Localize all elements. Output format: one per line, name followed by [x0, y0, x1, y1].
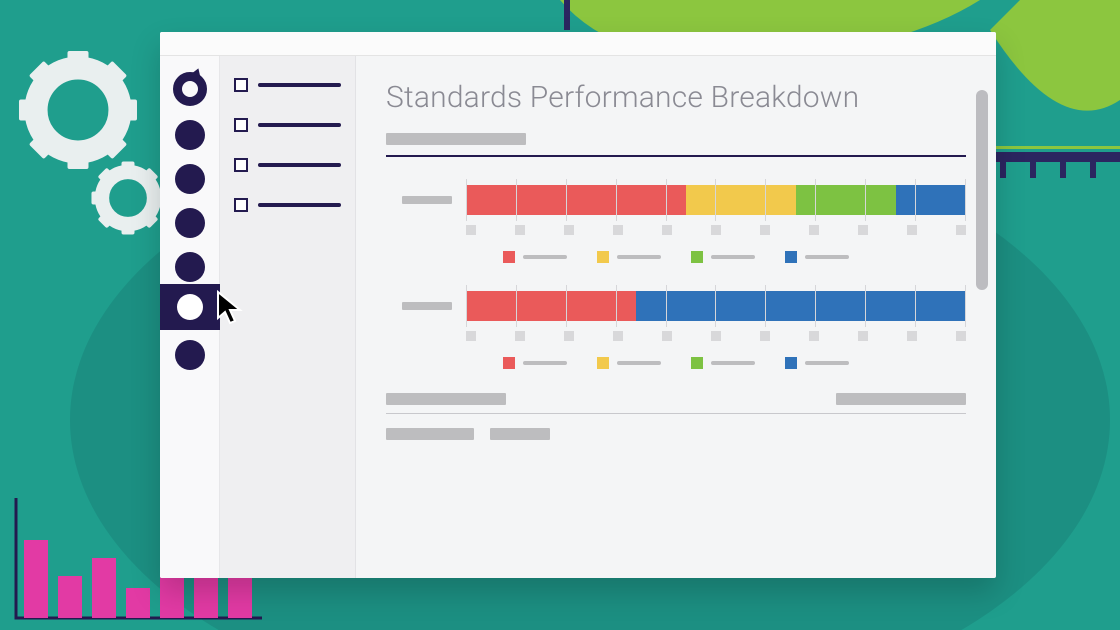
chart-1-ticks: [466, 225, 966, 235]
checkbox-icon[interactable]: [234, 118, 248, 132]
legend-label-placeholder: [805, 255, 849, 259]
footer-meta-right: [836, 393, 966, 405]
legend-item: [785, 251, 849, 263]
legend-swatch: [691, 357, 703, 369]
segment-red: [466, 291, 636, 321]
nav-item-6[interactable]: [175, 340, 205, 370]
chart-2-label-placeholder: [402, 302, 452, 310]
legend-item: [691, 251, 755, 263]
legend-label-placeholder: [805, 361, 849, 365]
app-window: Standards Performance Breakdown: [160, 32, 996, 578]
filter-item-label-placeholder: [258, 163, 341, 167]
chart-1-bar: [466, 185, 966, 215]
chart-2-legend: [386, 357, 966, 369]
chart-1-legend: [386, 251, 966, 263]
legend-label-placeholder: [711, 255, 755, 259]
legend-label-placeholder: [711, 361, 755, 365]
legend-item: [503, 357, 567, 369]
footer-ph-1: [386, 428, 474, 440]
filter-item-1[interactable]: [234, 118, 341, 132]
legend-swatch: [597, 357, 609, 369]
scrollbar-thumb[interactable]: [976, 90, 988, 290]
chart-2: [386, 291, 966, 369]
filter-item-2[interactable]: [234, 158, 341, 172]
legend-label-placeholder: [617, 361, 661, 365]
segment-red: [466, 185, 686, 215]
reports-icon[interactable]: [173, 72, 207, 106]
footer-rule: [386, 413, 966, 414]
nav-item-2[interactable]: [175, 164, 205, 194]
legend-swatch: [503, 251, 515, 263]
footer-meta-left: [386, 393, 506, 405]
legend-swatch: [785, 251, 797, 263]
legend-label-placeholder: [523, 255, 567, 259]
section-rule: [386, 155, 966, 157]
chart-1: [386, 185, 966, 263]
nav-item-4[interactable]: [175, 252, 205, 282]
legend-swatch: [503, 357, 515, 369]
segment-blue: [896, 185, 966, 215]
checkbox-icon[interactable]: [234, 158, 248, 172]
legend-label-placeholder: [617, 255, 661, 259]
legend-swatch: [785, 357, 797, 369]
filter-item-3[interactable]: [234, 198, 341, 212]
filter-item-label-placeholder: [258, 83, 341, 87]
window-titlebar: [160, 32, 996, 56]
legend-swatch: [691, 251, 703, 263]
chart-2-bar: [466, 291, 966, 321]
checkbox-icon[interactable]: [234, 198, 248, 212]
segment-yellow: [686, 185, 796, 215]
chart-2-ticks: [466, 331, 966, 341]
filter-item-label-placeholder: [258, 123, 341, 127]
section-subtitle-placeholder: [386, 133, 526, 145]
segment-blue: [636, 291, 966, 321]
legend-item: [597, 251, 661, 263]
nav-item-5[interactable]: [160, 284, 220, 330]
legend-item: [503, 251, 567, 263]
page-title: Standards Performance Breakdown: [386, 80, 966, 115]
footer-ph-2: [490, 428, 550, 440]
main-panel: Standards Performance Breakdown: [356, 56, 996, 578]
legend-swatch: [597, 251, 609, 263]
filter-item-label-placeholder: [258, 203, 341, 207]
nav-rail: [160, 56, 220, 578]
segment-green: [796, 185, 896, 215]
nav-item-1[interactable]: [175, 120, 205, 150]
legend-item: [597, 357, 661, 369]
filter-item-0[interactable]: [234, 78, 341, 92]
cursor-pointer-icon: [214, 290, 250, 330]
legend-item: [691, 357, 755, 369]
legend-item: [785, 357, 849, 369]
checkbox-icon[interactable]: [234, 78, 248, 92]
legend-label-placeholder: [523, 361, 567, 365]
chart-1-label-placeholder: [402, 196, 452, 204]
nav-item-3[interactable]: [175, 208, 205, 238]
